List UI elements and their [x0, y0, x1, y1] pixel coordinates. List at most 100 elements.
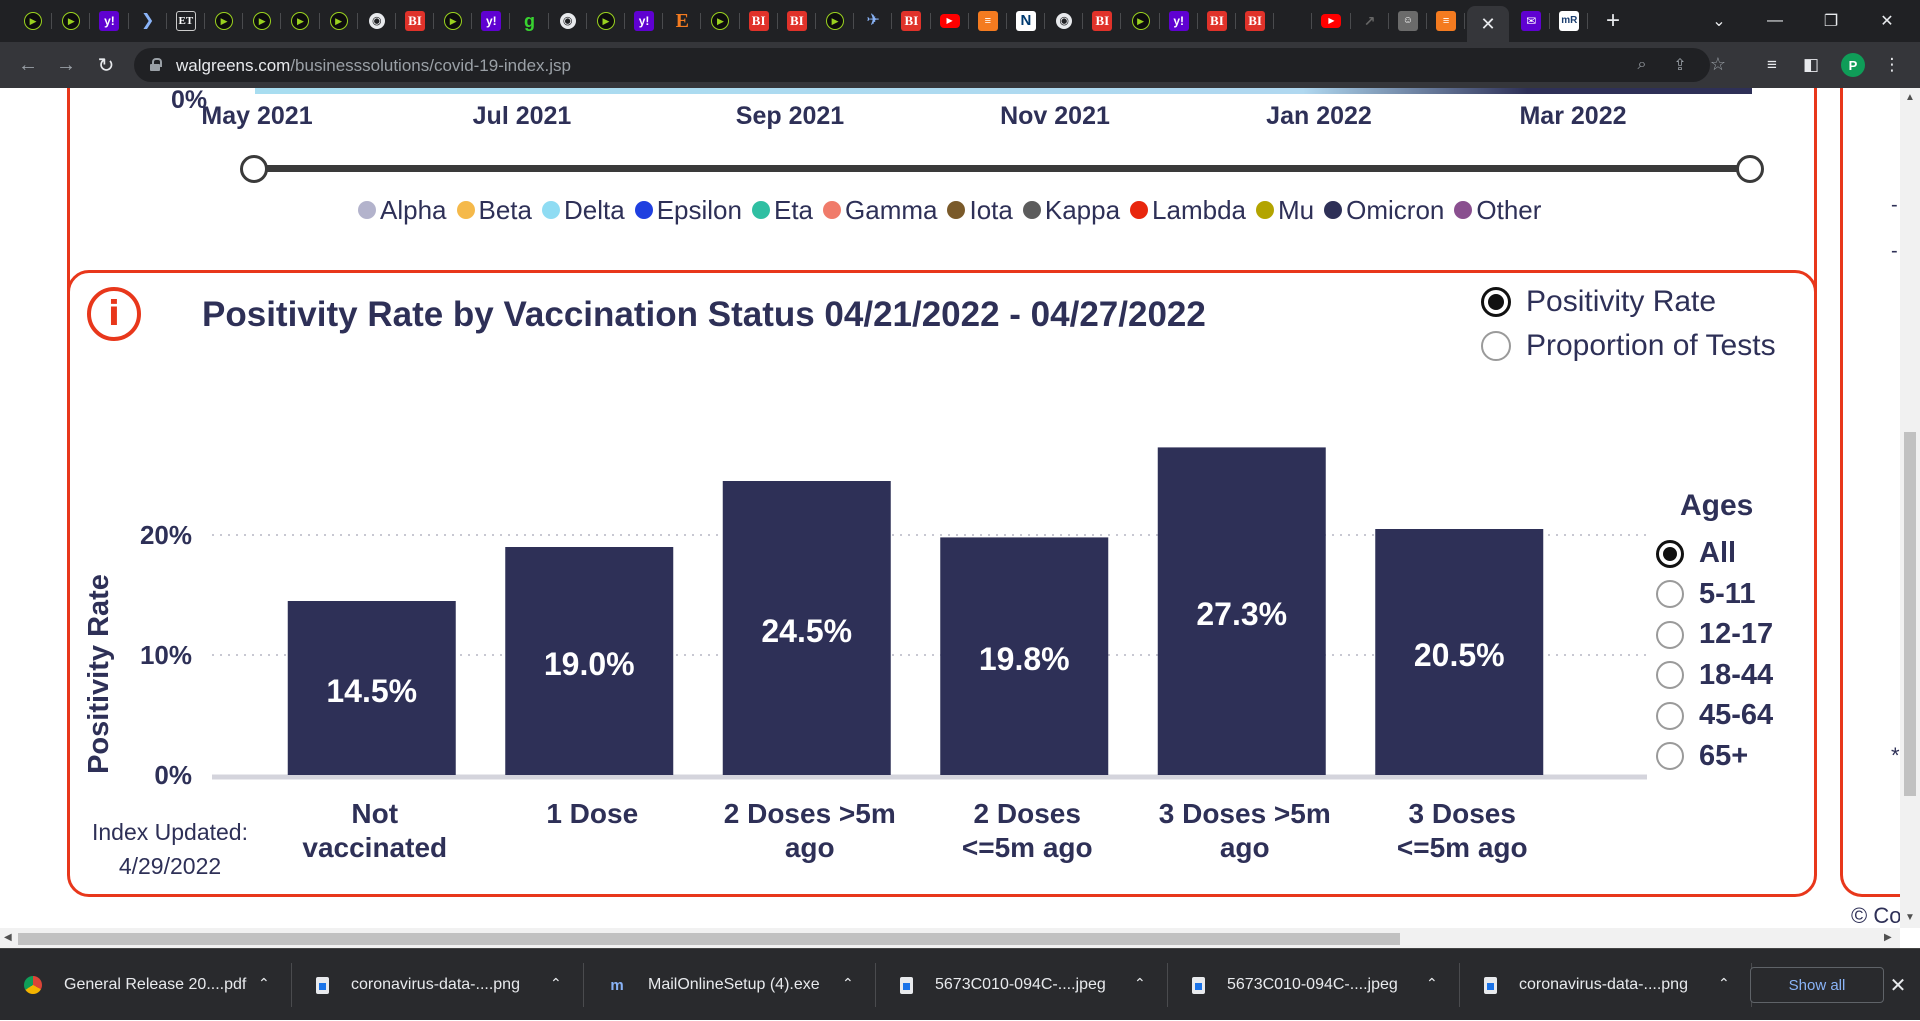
- tab-26[interactable]: N: [1007, 0, 1046, 42]
- download-item[interactable]: General Release 20....pdf ⌃: [0, 949, 292, 1021]
- tab-after-0[interactable]: ✉: [1512, 0, 1551, 42]
- tab-3[interactable]: ❯: [129, 0, 167, 42]
- tab-25[interactable]: ≡: [969, 0, 1008, 42]
- bar-1[interactable]: [505, 547, 674, 775]
- minimize-button[interactable]: —: [1767, 12, 1783, 29]
- date-range-start-handle[interactable]: [240, 155, 268, 183]
- tab-1[interactable]: ▶: [52, 0, 91, 42]
- chevron-up-icon[interactable]: ⌃: [842, 975, 854, 991]
- tab-14[interactable]: ◉: [549, 0, 588, 42]
- download-item[interactable]: 5673C010-094C-....jpeg ⌃: [1168, 949, 1460, 1021]
- tab-11[interactable]: ▶: [434, 0, 473, 42]
- tab-36[interactable]: ☺: [1389, 0, 1428, 42]
- age-option-12-17[interactable]: 12-17: [1656, 618, 1773, 651]
- radio-unchecked-icon[interactable]: [1656, 661, 1684, 689]
- menu-icon[interactable]: ⋮: [1883, 55, 1901, 74]
- tab-21[interactable]: ▶: [816, 0, 855, 42]
- tab-23[interactable]: BI: [892, 0, 931, 42]
- vertical-scrollbar-thumb[interactable]: [1904, 432, 1916, 796]
- tab-22[interactable]: ✈: [854, 0, 893, 42]
- tab-31[interactable]: BI: [1198, 0, 1237, 42]
- radio-unchecked-icon[interactable]: [1656, 701, 1684, 730]
- side-panel-icon[interactable]: ◧: [1802, 55, 1820, 74]
- tab-37[interactable]: ≡: [1427, 0, 1466, 42]
- horizontal-scrollbar[interactable]: ◀ ▶: [0, 928, 1900, 948]
- legend-item-beta[interactable]: Beta: [456, 195, 532, 226]
- tab-8[interactable]: ▶: [320, 0, 358, 42]
- tab-2[interactable]: y!: [90, 0, 129, 42]
- profile-avatar[interactable]: P: [1841, 53, 1865, 77]
- bar-4[interactable]: [1157, 447, 1326, 775]
- tab-13[interactable]: g: [510, 0, 549, 42]
- legend-item-lambda[interactable]: Lambda: [1130, 195, 1246, 226]
- tab-6[interactable]: ▶: [243, 0, 282, 42]
- restore-button[interactable]: ❐: [1823, 13, 1839, 30]
- age-option-5-11[interactable]: 5-11: [1656, 578, 1755, 611]
- tab-28[interactable]: BI: [1083, 0, 1122, 42]
- chevron-up-icon[interactable]: ⌃: [1134, 975, 1146, 991]
- reading-list-icon[interactable]: ≡: [1767, 55, 1777, 74]
- tab-24[interactable]: ▶: [931, 0, 969, 42]
- address-bar[interactable]: walgreens.com/businesssolutions/covid-19…: [134, 48, 1726, 82]
- tab-19[interactable]: BI: [740, 0, 778, 42]
- tab-5[interactable]: ▶: [205, 0, 244, 42]
- age-option-65plus[interactable]: 65+: [1656, 740, 1748, 773]
- radio-unchecked-icon[interactable]: [1656, 742, 1684, 770]
- metric-option-positivity-rate[interactable]: Positivity Rate: [1481, 285, 1716, 319]
- legend-item-gamma[interactable]: Gamma: [823, 195, 937, 226]
- tab-17[interactable]: E: [663, 0, 702, 42]
- chevron-up-icon[interactable]: ⌃: [550, 975, 562, 991]
- zoom-icon[interactable]: ⌕: [1637, 56, 1647, 73]
- tab-15[interactable]: ▶: [587, 0, 626, 42]
- tab-18[interactable]: ▶: [701, 0, 740, 42]
- share-icon[interactable]: ⇪: [1673, 57, 1687, 74]
- download-item[interactable]: coronavirus-data-....png ⌃: [292, 949, 584, 1021]
- tab-search-icon[interactable]: ⌄: [1712, 13, 1726, 30]
- tab-7[interactable]: ▶: [281, 0, 320, 42]
- scroll-up-arrow[interactable]: ▲: [1905, 92, 1915, 103]
- tab-35[interactable]: ↗: [1351, 0, 1389, 42]
- bookmark-star-icon[interactable]: ☆: [1709, 53, 1727, 74]
- scroll-left-arrow[interactable]: ◀: [4, 932, 12, 943]
- info-icon[interactable]: i: [87, 287, 141, 341]
- radio-checked-icon[interactable]: [1481, 287, 1511, 317]
- reload-button[interactable]: ↻: [97, 54, 115, 77]
- legend-item-epsilon[interactable]: Epsilon: [634, 195, 742, 226]
- horizontal-scrollbar-thumb[interactable]: [18, 933, 1400, 945]
- tab-34[interactable]: ▶: [1312, 0, 1351, 42]
- show-all-downloads-button[interactable]: Show all: [1750, 967, 1884, 1003]
- legend-item-iota[interactable]: Iota: [947, 195, 1013, 226]
- radio-unchecked-icon[interactable]: [1481, 331, 1511, 361]
- scroll-down-arrow[interactable]: ▼: [1905, 912, 1915, 923]
- age-option-45-64[interactable]: 45-64: [1656, 699, 1773, 732]
- age-option-All[interactable]: All: [1656, 537, 1736, 570]
- legend-item-other[interactable]: Other: [1454, 195, 1541, 226]
- tab-32[interactable]: BI: [1236, 0, 1275, 42]
- tab-33[interactable]: [1274, 0, 1313, 42]
- active-tab[interactable]: ✕: [1467, 6, 1509, 42]
- radio-unchecked-icon[interactable]: [1656, 580, 1684, 608]
- tab-12[interactable]: y!: [472, 0, 511, 42]
- close-downloads-icon[interactable]: ✕: [1889, 974, 1907, 997]
- metric-option-proportion-of-tests[interactable]: Proportion of Tests: [1481, 329, 1776, 363]
- bar-5[interactable]: [1375, 529, 1544, 775]
- tab-20[interactable]: BI: [778, 0, 817, 42]
- radio-unchecked-icon[interactable]: [1656, 620, 1684, 649]
- download-item[interactable]: 5673C010-094C-....jpeg ⌃: [876, 949, 1168, 1021]
- lock-icon[interactable]: [150, 58, 162, 71]
- tab-4[interactable]: ET: [167, 0, 206, 42]
- download-item[interactable]: m MailOnlineSetup (4).exe ⌃: [584, 949, 876, 1021]
- close-tab-icon[interactable]: ✕: [1480, 13, 1496, 34]
- new-tab-button[interactable]: +: [1605, 7, 1620, 34]
- tab-9[interactable]: ◉: [358, 0, 397, 42]
- close-window-button[interactable]: ✕: [1880, 13, 1894, 30]
- vertical-scrollbar[interactable]: ▲ ▼: [1900, 88, 1920, 928]
- chevron-up-icon[interactable]: ⌃: [258, 975, 270, 991]
- tab-30[interactable]: y!: [1160, 0, 1199, 42]
- chevron-up-icon[interactable]: ⌃: [1426, 975, 1438, 991]
- legend-item-kappa[interactable]: Kappa: [1022, 195, 1120, 226]
- bar-3[interactable]: [940, 537, 1109, 775]
- legend-item-omicron[interactable]: Omicron: [1324, 195, 1444, 226]
- scroll-right-arrow[interactable]: ▶: [1884, 932, 1892, 943]
- back-button[interactable]: ←: [18, 53, 38, 76]
